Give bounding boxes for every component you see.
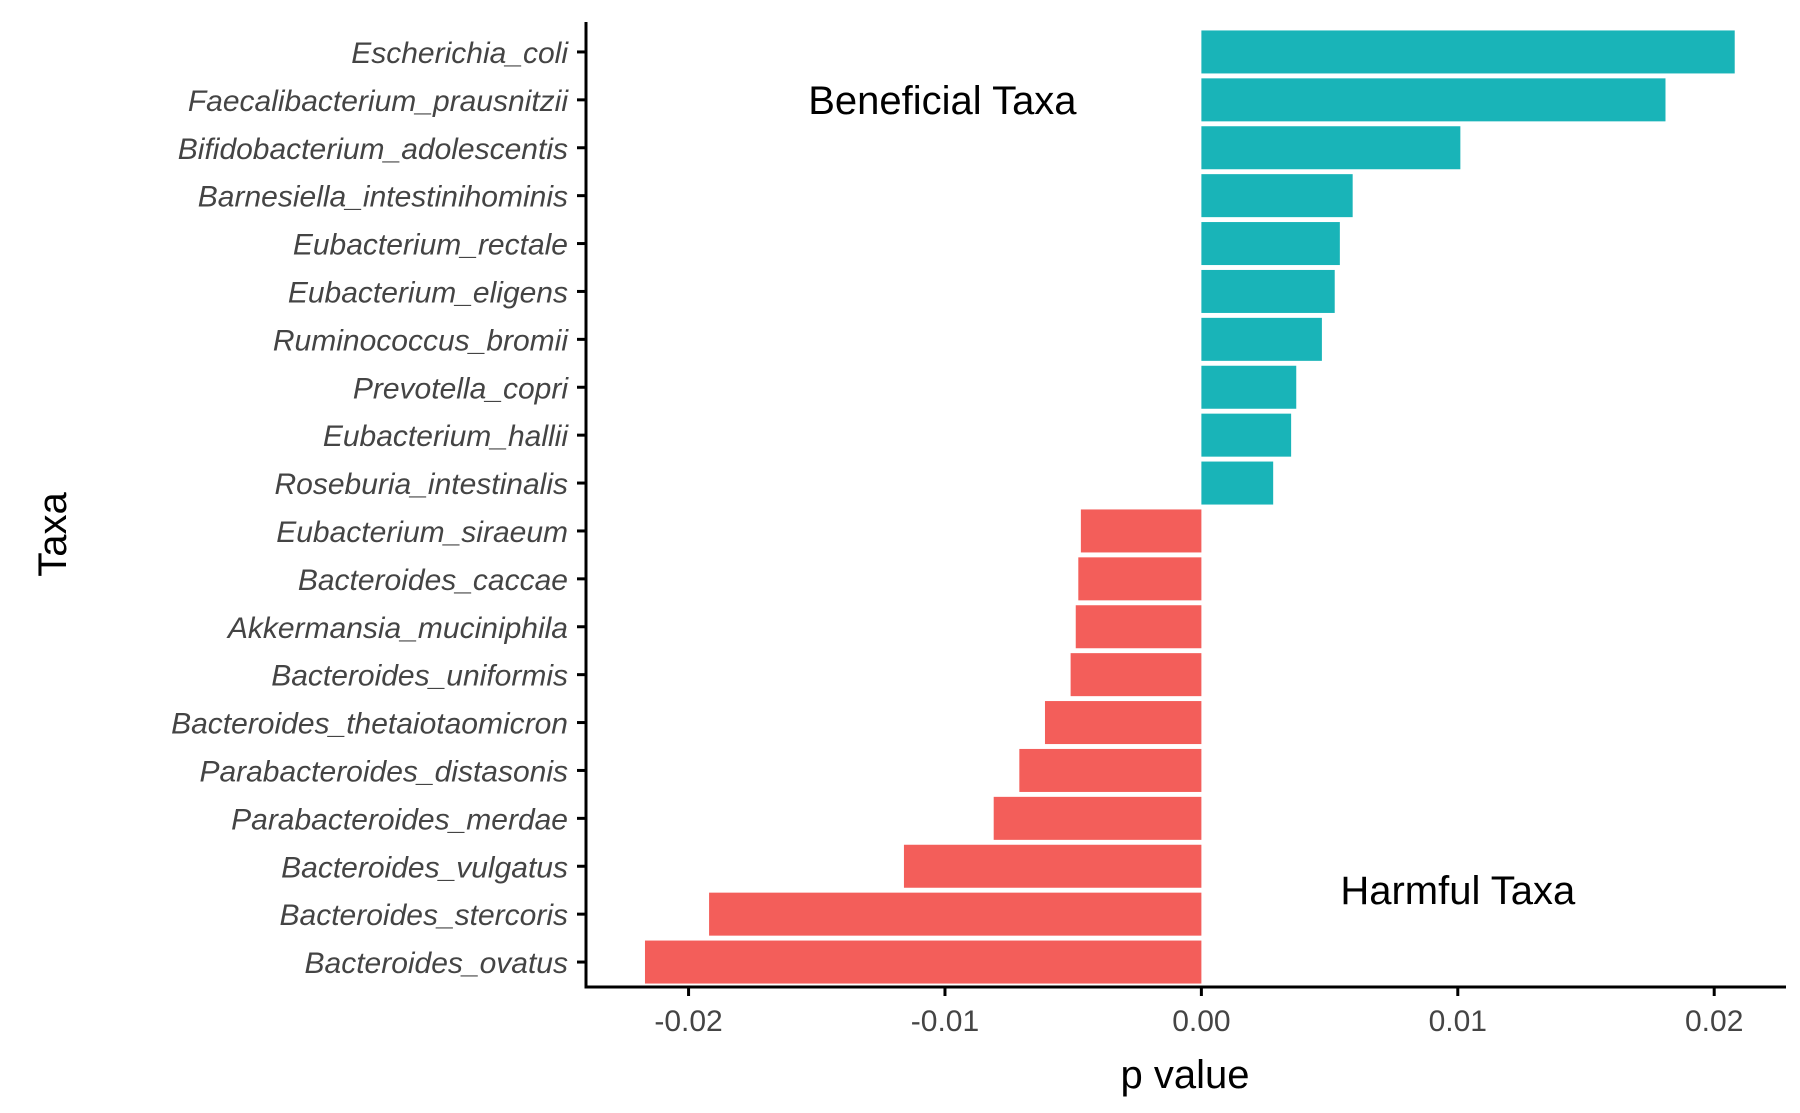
y-tick-label: Eubacterium_siraeum	[276, 516, 568, 549]
y-tick-label: Eubacterium_rectale	[293, 229, 568, 262]
y-tick-label: Ruminococcus_bromii	[273, 324, 569, 357]
annotation-label: Beneficial Taxa	[808, 79, 1077, 123]
y-tick-label: Bacteroides_vulgatus	[281, 851, 568, 884]
bar-Prevotella_copri	[1201, 365, 1297, 409]
y-tick-label: Bacteroides_thetaiotaomicron	[171, 708, 568, 741]
y-tick-label: Barnesiella_intestinihominis	[198, 181, 568, 214]
bar-Ruminococcus_bromii	[1201, 317, 1322, 361]
x-tick-label: 0.01	[1429, 1005, 1487, 1038]
bar-Barnesiella_intestinihominis	[1201, 174, 1353, 218]
y-tick-label: Faecalibacterium_prausnitzii	[188, 85, 570, 118]
bar-Faecalibacterium_prausnitzii	[1201, 78, 1666, 122]
bar-Eubacterium_eligens	[1201, 269, 1335, 313]
bar-Parabacteroides_merdae	[993, 796, 1202, 840]
y-tick-label: Eubacterium_eligens	[288, 276, 568, 309]
y-tick-label: Bacteroides_caccae	[298, 564, 568, 597]
bar-Bacteroides_uniformis	[1070, 653, 1202, 697]
bar-Bacteroides_ovatus	[644, 940, 1202, 984]
bar-Bacteroides_vulgatus	[903, 844, 1202, 888]
y-tick-label: Parabacteroides_distasonis	[199, 755, 568, 788]
bar-Eubacterium_hallii	[1201, 413, 1292, 457]
bar-Parabacteroides_distasonis	[1019, 748, 1202, 792]
x-tick-label: -0.02	[654, 1005, 722, 1038]
bar-Akkermansia_muciniphila	[1075, 605, 1202, 649]
bars-group	[644, 30, 1735, 984]
x-tick-label: 0.00	[1172, 1005, 1230, 1038]
y-tick-label: Bacteroides_stercoris	[280, 899, 568, 932]
y-tick-label: Bifidobacterium_adolescentis	[178, 133, 568, 166]
y-axis-title: Taxa	[31, 492, 75, 577]
bar-Bacteroides_caccae	[1078, 557, 1202, 601]
annotations-group: Beneficial Taxa Harmful Taxa	[808, 79, 1576, 913]
y-tick-label: Bacteroides_uniformis	[271, 660, 568, 693]
y-tick-label: Prevotella_copri	[353, 372, 569, 405]
bar-Roseburia_intestinalis	[1201, 461, 1274, 505]
bar-Escherichia_coli	[1201, 30, 1735, 74]
y-tick-label: Escherichia_coli	[351, 37, 569, 70]
bar-Bifidobacterium_adolescentis	[1201, 126, 1461, 170]
annotation-label: Harmful Taxa	[1340, 869, 1576, 913]
bar-Eubacterium_siraeum	[1080, 509, 1202, 553]
x-axis-title: p value	[1121, 1053, 1250, 1097]
x-tick-label: -0.01	[911, 1005, 979, 1038]
axes-group: Escherichia_coli Faecalibacterium_prausni…	[171, 22, 1786, 1038]
y-tick-label: Roseburia_intestinalis	[275, 468, 569, 501]
bar-Bacteroides_thetaiotaomicron	[1044, 701, 1202, 745]
y-tick-label: Parabacteroides_merdae	[231, 803, 568, 836]
bar-Eubacterium_rectale	[1201, 222, 1340, 266]
y-tick-label: Eubacterium_hallii	[323, 420, 569, 453]
bar-Bacteroides_stercoris	[709, 892, 1202, 936]
y-tick-label: Akkermansia_muciniphila	[226, 612, 568, 645]
y-tick-label: Bacteroides_ovatus	[305, 947, 569, 980]
x-tick-label: 0.02	[1685, 1005, 1743, 1038]
